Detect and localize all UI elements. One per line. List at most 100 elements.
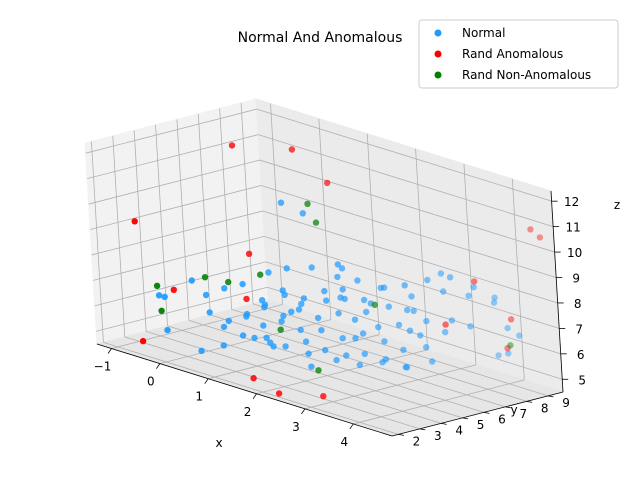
grid-line-z	[264, 236, 560, 329]
grid-line-y	[146, 330, 442, 424]
point-normal	[400, 346, 407, 354]
point-normal	[504, 324, 511, 332]
grid-line-z	[94, 261, 266, 307]
grid-line-y	[112, 135, 126, 337]
point-rand-anomalous	[504, 345, 511, 352]
grid-line-y	[133, 130, 147, 332]
point-rand-anomalous	[507, 316, 515, 323]
z-tick-label: 11	[565, 221, 580, 235]
point-normal	[343, 352, 350, 359]
grid-line-z	[85, 108, 257, 154]
grid-line-y	[176, 119, 190, 321]
point-normal	[300, 295, 308, 302]
grid-line-y	[91, 141, 104, 343]
z-axis-line	[550, 190, 564, 393]
point-normal	[395, 321, 403, 329]
legend-label-normal: Normal	[462, 26, 505, 40]
point-normal	[322, 346, 329, 354]
point-normal	[299, 210, 306, 217]
y-tick-mark	[441, 422, 447, 425]
y-tick-label: 8	[541, 401, 549, 415]
point-rand-non-anomalous	[315, 367, 322, 374]
point-normal	[356, 361, 364, 369]
point-rand-non-anomalous	[158, 307, 165, 314]
point-normal	[385, 303, 392, 310]
legend-marker-rand-anomalous	[434, 50, 442, 58]
z-tick-label: 10	[567, 246, 582, 260]
z-tick-label: 5	[578, 373, 586, 387]
point-normal	[339, 335, 346, 342]
z-axis-label: z	[614, 198, 620, 212]
z-tick-label: 7	[575, 322, 583, 336]
grid-line-z	[87, 134, 259, 180]
grid-line-y	[155, 124, 168, 326]
x-tick-mark	[204, 378, 209, 384]
point-normal	[338, 265, 346, 272]
point-normal	[288, 308, 295, 315]
point-rand-anomalous	[536, 234, 544, 241]
point-normal	[314, 314, 322, 322]
point-normal	[408, 293, 415, 300]
x-tick-label: 4	[340, 435, 348, 449]
point-normal	[380, 284, 388, 291]
z-tick-label: 6	[577, 348, 585, 362]
point-rand-non-anomalous	[312, 219, 320, 226]
point-normal	[516, 332, 523, 339]
point-normal	[220, 323, 228, 331]
point-normal	[305, 350, 312, 357]
point-normal	[263, 334, 270, 341]
y-tick-mark	[526, 400, 533, 403]
point-normal	[465, 292, 472, 299]
grid-line-z	[90, 185, 262, 230]
point-normal	[220, 342, 227, 349]
grid-line-z	[91, 210, 263, 256]
point-normal	[467, 323, 474, 330]
point-normal	[308, 264, 315, 271]
point-normal	[360, 296, 368, 304]
legend-label-rand-non-anomalous: Rand Non-Anomalous	[462, 68, 591, 82]
x-axis-line	[96, 343, 393, 437]
point-rand-non-anomalous	[507, 342, 514, 349]
grid-line-z	[267, 286, 563, 380]
grid-line-z	[261, 185, 557, 278]
point-normal	[295, 306, 303, 313]
y-tick-mark	[483, 411, 490, 414]
x-tick-label: 0	[147, 375, 155, 389]
y-tick-mark	[547, 395, 554, 398]
legend: Normal Rand Anomalous Rand Non-Anomalous	[418, 19, 619, 89]
point-normal	[258, 297, 266, 304]
point-normal	[381, 338, 388, 345]
point-normal	[495, 352, 502, 359]
point-normal	[363, 308, 370, 316]
point-normal	[318, 327, 325, 334]
y-tick-label: 4	[455, 423, 463, 437]
point-rand-anomalous	[442, 321, 449, 328]
point-normal	[339, 286, 346, 293]
y-axis-label: y	[510, 403, 517, 417]
point-rand-anomalous	[131, 218, 138, 225]
point-normal	[243, 310, 251, 318]
x-tick-mark	[301, 408, 306, 415]
point-normal	[308, 363, 315, 370]
point-normal	[334, 261, 341, 268]
grid-line-y	[103, 341, 399, 435]
point-normal	[221, 285, 228, 292]
grid-line-y	[124, 336, 420, 430]
point-normal	[297, 326, 304, 334]
point-rand-non-anomalous	[371, 301, 378, 308]
point-normal	[298, 300, 305, 308]
point-rand-non-anomalous	[277, 326, 284, 333]
z-tick-label: 8	[574, 297, 582, 311]
point-rand-anomalous	[139, 337, 147, 345]
point-normal	[283, 265, 290, 272]
grid-line-z	[93, 236, 265, 281]
point-normal	[341, 295, 348, 303]
point-normal	[442, 328, 449, 336]
point-normal	[206, 309, 213, 316]
y-tick-label: 7	[519, 407, 527, 421]
x-axis-label: x	[215, 436, 222, 450]
point-rand-non-anomalous	[304, 200, 311, 207]
point-rand-anomalous	[471, 278, 478, 285]
